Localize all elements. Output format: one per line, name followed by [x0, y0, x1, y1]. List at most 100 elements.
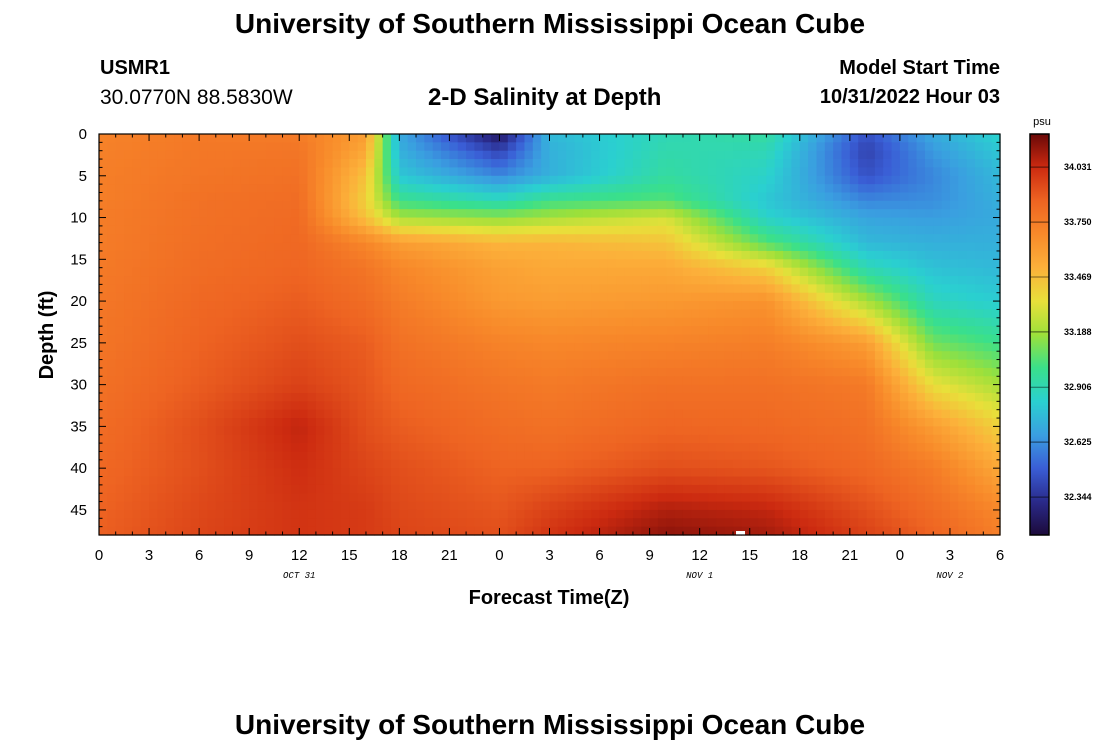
heatmap-cell — [374, 351, 384, 361]
heatmap-cell — [274, 518, 284, 528]
heatmap-cell — [424, 159, 434, 169]
heatmap-cell — [983, 234, 993, 244]
heatmap-cell — [399, 342, 409, 352]
heatmap-cell — [157, 401, 167, 411]
heatmap-cell — [174, 418, 184, 427]
heatmap-cell — [799, 493, 809, 503]
heatmap-cell — [591, 317, 601, 327]
heatmap-cell — [507, 292, 517, 302]
heatmap-cell — [457, 167, 467, 177]
heatmap-cell — [340, 284, 350, 294]
heatmap-cell — [224, 351, 234, 361]
heatmap-cell — [891, 301, 901, 311]
heatmap-cell — [599, 342, 609, 352]
heatmap-cell — [632, 426, 642, 436]
heatmap-cell — [249, 217, 259, 227]
heatmap-cell — [457, 276, 467, 285]
heatmap-cell — [157, 342, 167, 352]
heatmap-cell — [274, 242, 284, 252]
heatmap-cell — [924, 392, 934, 402]
heatmap-cell — [591, 250, 601, 260]
heatmap-cell — [949, 418, 959, 427]
heatmap-cell — [474, 501, 484, 511]
heatmap-cell — [716, 443, 726, 453]
heatmap-cell — [733, 267, 742, 277]
heatmap-cell — [949, 284, 959, 294]
heatmap-cell — [332, 426, 342, 436]
heatmap-cell — [315, 476, 325, 486]
heatmap-cell — [349, 409, 359, 419]
heatmap-cell — [858, 426, 868, 436]
heatmap-cell — [699, 376, 709, 386]
heatmap-cell — [866, 142, 876, 152]
heatmap-cell — [340, 468, 350, 478]
heatmap-cell — [124, 351, 133, 361]
heatmap-cell — [674, 250, 684, 260]
heatmap-cell — [99, 359, 108, 369]
heatmap-cell — [140, 217, 150, 227]
heatmap-cell — [849, 301, 859, 311]
heatmap-cell — [941, 309, 951, 319]
heatmap-cell — [708, 159, 717, 169]
heatmap-cell — [232, 334, 242, 344]
heatmap-cell — [115, 509, 125, 519]
heatmap-cell — [532, 167, 542, 177]
heatmap-cell — [99, 242, 108, 252]
heatmap-cell — [432, 334, 442, 344]
heatmap-cell — [449, 142, 459, 152]
heatmap-cell — [290, 493, 300, 503]
heatmap-cell — [733, 434, 742, 444]
heatmap-cell — [833, 184, 843, 194]
heatmap-cell — [849, 426, 859, 436]
heatmap-cell — [224, 217, 234, 227]
heatmap-cell — [566, 376, 576, 386]
heatmap-cell — [833, 250, 843, 260]
heatmap-cell — [549, 242, 559, 252]
heatmap-cell — [499, 225, 509, 235]
heatmap-cell — [340, 501, 350, 511]
heatmap-cell — [249, 501, 259, 511]
heatmap-cell — [482, 259, 492, 269]
heatmap-cell — [599, 493, 609, 503]
heatmap-cell — [124, 225, 133, 235]
heatmap-cell — [215, 376, 225, 386]
heatmap-cell — [699, 267, 709, 277]
heatmap-cell — [983, 301, 993, 311]
heatmap-cell — [474, 200, 484, 210]
heatmap-cell — [549, 192, 559, 202]
heatmap-cell — [724, 418, 734, 427]
heatmap-cell — [407, 184, 417, 194]
heatmap-cell — [449, 468, 459, 478]
heatmap-cell — [733, 209, 742, 219]
heatmap-cell — [641, 376, 651, 386]
heatmap-cell — [349, 468, 359, 478]
heatmap-cell — [115, 292, 125, 302]
heatmap-cell — [657, 376, 667, 386]
heatmap-cell — [99, 250, 108, 260]
heatmap-cell — [265, 334, 275, 344]
heatmap-cell — [724, 326, 734, 336]
heatmap-cell — [607, 434, 617, 444]
heatmap-cell — [282, 501, 292, 511]
heatmap-cell — [332, 434, 342, 444]
heatmap-cell — [532, 292, 542, 302]
heatmap-cell — [182, 217, 192, 227]
heatmap-cell — [599, 359, 609, 369]
heatmap-cell — [666, 451, 676, 461]
heatmap-cell — [716, 284, 726, 294]
heatmap-cell — [758, 276, 767, 285]
heatmap-cell — [115, 468, 125, 478]
heatmap-cell — [357, 234, 367, 244]
heatmap-cell — [699, 309, 709, 319]
heatmap-cell — [390, 493, 400, 503]
heatmap-cell — [457, 142, 467, 152]
heatmap-cell — [641, 234, 651, 244]
heatmap-cell — [991, 150, 1001, 160]
heatmap-cell — [282, 134, 292, 143]
heatmap-cell — [632, 192, 642, 202]
heatmap-cell — [424, 451, 434, 461]
heatmap-cell — [849, 267, 859, 277]
heatmap-cell — [632, 484, 642, 494]
heatmap-cell — [966, 142, 976, 152]
heatmap-cell — [299, 443, 309, 453]
